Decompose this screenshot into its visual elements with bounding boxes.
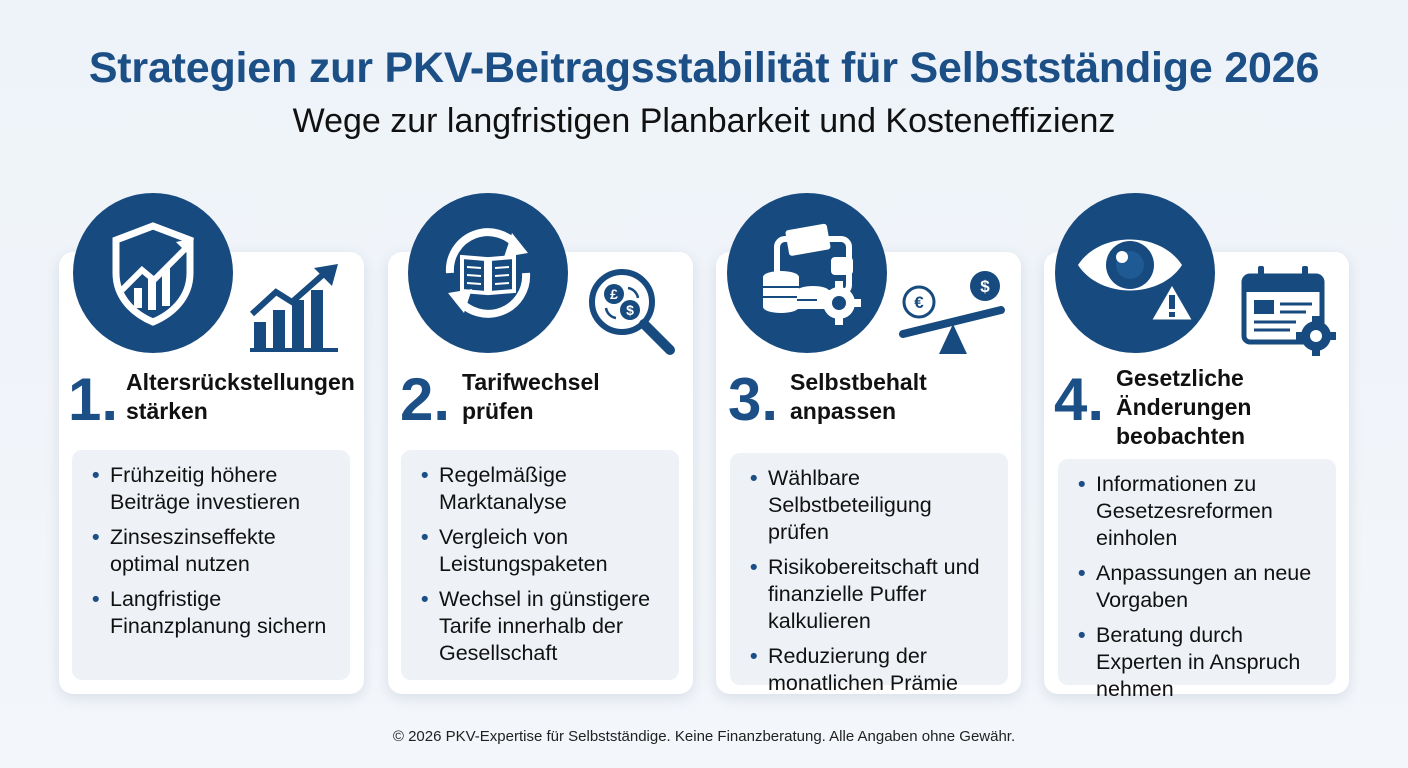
currency-magnifier-icon: £ $ <box>584 266 679 366</box>
step-number: 2. <box>400 366 451 433</box>
step-number: 1. <box>68 366 119 433</box>
list-item: Langfristige Finanzplanung sichern <box>86 586 340 640</box>
euro-dollar-balance-icon: € $ <box>897 266 1007 361</box>
list-item: Regelmäßige Marktanalyse <box>415 462 669 516</box>
card-heading: Altersrückstellungen stärken <box>126 369 355 424</box>
list-item: Zinseszinseffekte optimal nutzen <box>86 524 340 578</box>
list-item: Informationen zu Gesetzesreformen einhol… <box>1072 471 1326 552</box>
list-item: Beratung durch Experten in Anspruch nehm… <box>1072 622 1326 703</box>
page-title: Strategien zur PKV-Beitragsstabilität fü… <box>88 44 1320 92</box>
list-item: Frühzeitig höhere Beiträge investieren <box>86 462 340 516</box>
card-heading: Selbstbehalt anpassen <box>790 369 927 424</box>
list-item: Wechsel in günstigere Tarife innerhalb d… <box>415 586 669 667</box>
svg-text:$: $ <box>626 302 634 318</box>
bar-chart-growth-icon <box>248 262 343 359</box>
bullet-list-box: Informationen zu Gesetzesreformen einhol… <box>1058 459 1336 701</box>
bullet-list-box: Regelmäßige Marktanalyse Vergleich von L… <box>401 450 679 680</box>
step-number: 3. <box>728 366 779 433</box>
book-cycle-icon <box>408 193 568 353</box>
svg-text:$: $ <box>980 277 990 296</box>
card-heading: Tarifwechsel prüfen <box>462 369 600 424</box>
list-item: Risikobereitschaft und finanzielle Puffe… <box>744 554 998 635</box>
svg-text:€: € <box>914 293 924 312</box>
bullet-list-box: Frühzeitig höhere Beiträge investieren Z… <box>72 450 350 680</box>
footer-disclaimer: © 2026 PKV-Expertise für Selbstständige.… <box>392 728 1016 745</box>
step-number: 4. <box>1054 366 1105 433</box>
list-item: Anpassungen an neue Vorgaben <box>1072 560 1326 614</box>
svg-text:£: £ <box>610 286 618 302</box>
calendar-gear-icon <box>1240 264 1340 364</box>
eye-warning-icon <box>1055 193 1215 353</box>
wallet-coins-gear-icon <box>727 193 887 353</box>
page-subtitle: Wege zur langfristigen Planbarkeit und K… <box>292 102 1116 140</box>
list-item: Vergleich von Leistungspaketen <box>415 524 669 578</box>
list-item: Reduzierung der monatlichen Prämie <box>744 643 998 697</box>
shield-growth-icon <box>73 193 233 353</box>
list-item: Wählbare Selbstbeteiligung prüfen <box>744 465 998 546</box>
bullet-list-box: Wählbare Selbstbeteiligung prüfen Risiko… <box>730 453 1008 695</box>
card-heading: Gesetzliche Änderungen beobachten <box>1116 365 1252 449</box>
